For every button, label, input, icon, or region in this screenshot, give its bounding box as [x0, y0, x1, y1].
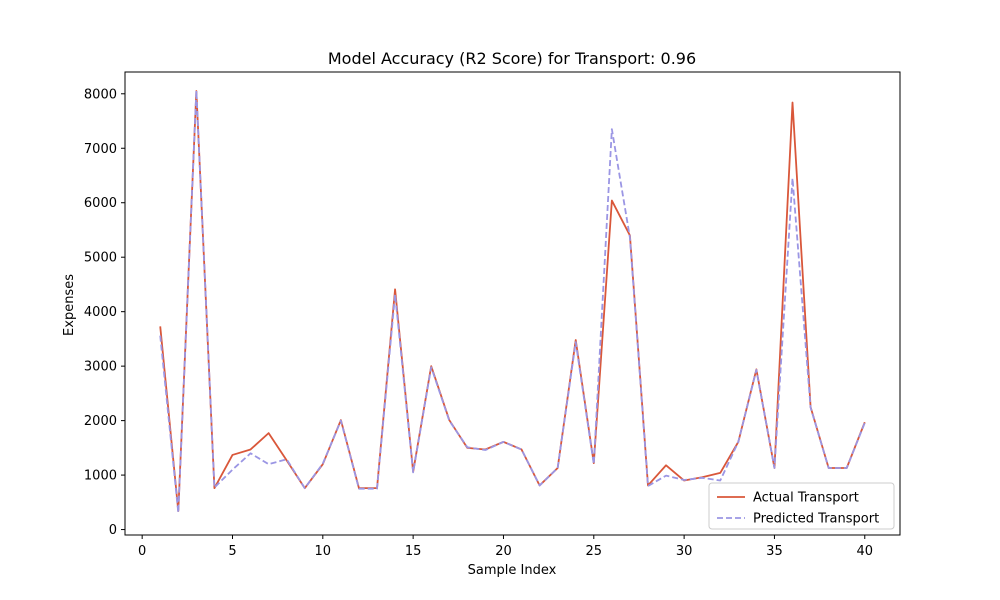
y-tick-label: 8000: [84, 87, 117, 102]
legend: Actual Transport Predicted Transport: [708, 482, 895, 530]
x-tick-label: 5: [228, 544, 236, 559]
x-axis: 0 5 10 15 20 25 30 35 40: [138, 535, 873, 559]
chart-title: Model Accuracy (R2 Score) for Transport:…: [328, 49, 696, 68]
x-tick-label: 10: [315, 544, 332, 559]
y-axis: 0 1000 2000 3000 4000 5000 6000 7000 8000: [84, 87, 125, 538]
y-tick-label: 4000: [84, 305, 117, 320]
y-axis-title: Expenses: [62, 274, 77, 336]
x-tick-label: 15: [405, 544, 422, 559]
x-tick-label: 20: [495, 544, 512, 559]
plot-frame: [124, 71, 901, 536]
legend-label: Actual Transport: [753, 491, 859, 506]
y-tick-label: 2000: [84, 414, 117, 429]
y-tick-label: 0: [109, 523, 117, 538]
y-tick-label: 1000: [84, 469, 117, 484]
legend-label: Predicted Transport: [753, 512, 879, 527]
y-tick-label: 7000: [84, 142, 117, 157]
y-tick-label: 6000: [84, 196, 117, 211]
x-axis-title: Sample Index: [468, 563, 557, 578]
x-tick-label: 0: [138, 544, 146, 559]
x-tick-label: 25: [586, 544, 603, 559]
y-tick-label: 5000: [84, 251, 117, 266]
x-tick-label: 35: [766, 544, 783, 559]
series-line-predicted-transport: [159, 89, 866, 514]
legend-box: [708, 482, 895, 530]
x-tick-label: 30: [676, 544, 693, 559]
series-layer: [159, 89, 866, 514]
y-tick-label: 3000: [84, 360, 117, 375]
x-tick-label: 40: [856, 544, 873, 559]
